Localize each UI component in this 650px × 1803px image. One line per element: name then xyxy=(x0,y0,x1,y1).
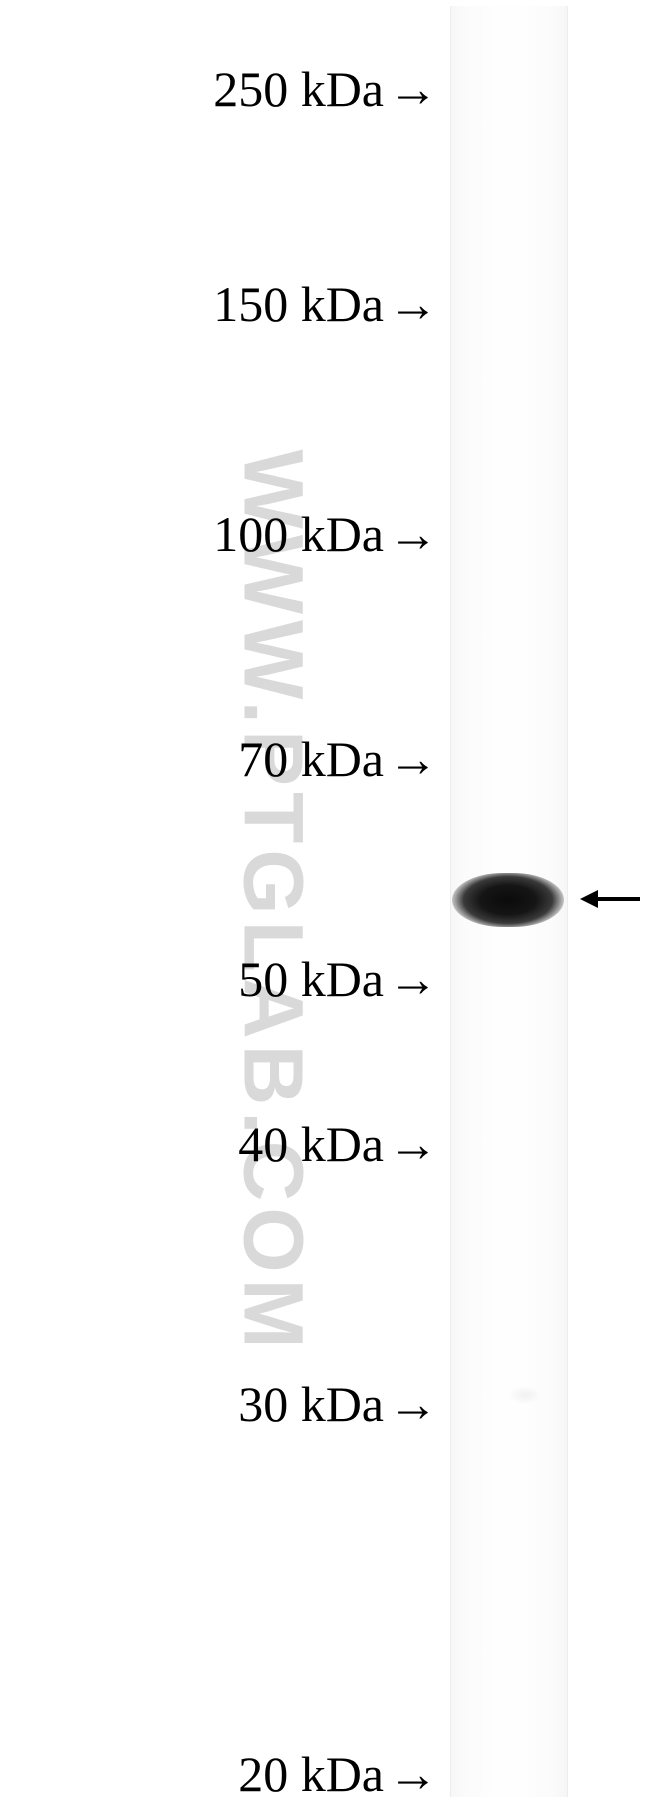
protein-band xyxy=(452,873,564,927)
marker-label: 150 kDa xyxy=(213,275,388,333)
marker-30: 30 kDa → xyxy=(238,1375,438,1433)
marker-label: 50 kDa xyxy=(238,950,388,1008)
arrow-left-icon xyxy=(578,886,642,912)
marker-70: 70 kDa → xyxy=(238,730,438,788)
arrow-right-icon: → xyxy=(388,1119,438,1169)
arrow-right-icon: → xyxy=(388,954,438,1004)
marker-20: 20 kDa → xyxy=(238,1745,438,1803)
arrow-right-icon: → xyxy=(388,64,438,114)
marker-50: 50 kDa → xyxy=(238,950,438,1008)
marker-label: 20 kDa xyxy=(238,1745,388,1803)
marker-250: 250 kDa → xyxy=(213,60,438,118)
arrow-right-icon: → xyxy=(388,279,438,329)
marker-label: 30 kDa xyxy=(238,1375,388,1433)
marker-150: 150 kDa → xyxy=(213,275,438,333)
marker-40: 40 kDa → xyxy=(238,1115,438,1173)
arrow-right-icon: → xyxy=(388,509,438,559)
arrow-right-icon: → xyxy=(388,1749,438,1799)
band-pointer-arrow xyxy=(578,886,642,912)
marker-label: 70 kDa xyxy=(238,730,388,788)
marker-100: 100 kDa → xyxy=(213,505,438,563)
arrow-right-icon: → xyxy=(388,734,438,784)
marker-label: 100 kDa xyxy=(213,505,388,563)
marker-label: 40 kDa xyxy=(238,1115,388,1173)
marker-label: 250 kDa xyxy=(213,60,388,118)
faint-band xyxy=(508,1386,542,1404)
arrow-right-icon: → xyxy=(388,1379,438,1429)
blot-figure: WWW.PTGLAB.COM 250 kDa → 150 kDa → 100 k… xyxy=(0,0,650,1803)
watermark-text: WWW.PTGLAB.COM xyxy=(225,449,322,1354)
